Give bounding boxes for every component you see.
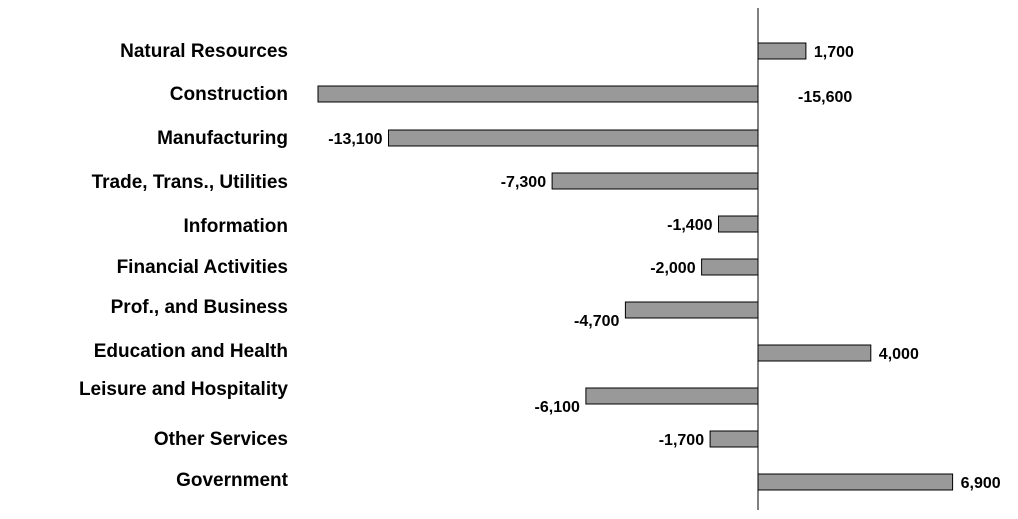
value-label: -1,700: [659, 432, 704, 449]
value-label: -13,100: [328, 131, 382, 148]
bar: [317, 85, 759, 103]
value-label: -6,100: [535, 399, 580, 416]
bar: [709, 430, 759, 448]
bars-group: [317, 42, 954, 491]
bar: [551, 172, 759, 190]
value-label: -15,600: [798, 89, 852, 106]
category-label: Information: [184, 216, 289, 237]
category-label: Construction: [170, 84, 288, 105]
labels-group: Natural Resources 1,700 Construction -15,60…: [79, 41, 1001, 492]
value-label: -1,400: [667, 217, 712, 234]
bar: [624, 301, 759, 319]
value-label: -4,700: [574, 313, 619, 330]
bar: [585, 387, 759, 405]
bar: [757, 473, 954, 491]
category-label: Financial Activities: [117, 257, 288, 278]
bar: [718, 215, 759, 233]
bar: [701, 258, 759, 276]
bar: [757, 42, 807, 60]
category-label: Prof., and Business: [111, 297, 288, 318]
value-label: 1,700: [814, 44, 854, 61]
category-label: Government: [176, 470, 289, 491]
value-label: 6,900: [961, 475, 1001, 492]
value-label: 4,000: [879, 346, 919, 363]
category-label: Education and Health: [94, 341, 288, 362]
category-label: Natural Resources: [120, 41, 288, 62]
value-label: -7,300: [501, 174, 546, 191]
value-label: -2,000: [650, 260, 695, 277]
category-label: Leisure and Hospitality: [79, 379, 288, 400]
category-label: Other Services: [154, 429, 288, 450]
bar: [757, 344, 872, 362]
category-label: Manufacturing: [157, 128, 288, 149]
bar: [388, 129, 759, 147]
category-label: Trade, Trans., Utilities: [92, 172, 288, 193]
